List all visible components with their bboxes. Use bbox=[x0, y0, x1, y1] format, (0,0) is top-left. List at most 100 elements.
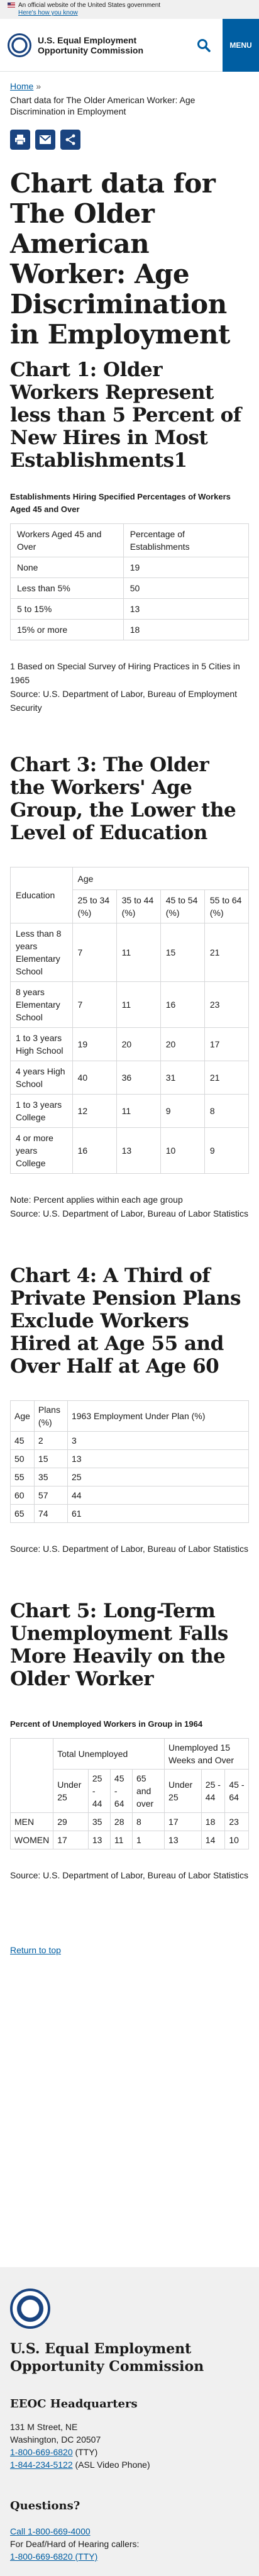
chart3-note: Note: Percent applies within each age gr… bbox=[10, 1195, 183, 1205]
chart1-table: Workers Aged 45 and Over Percentage of Es… bbox=[10, 523, 250, 640]
table-header-cell: Age bbox=[72, 867, 250, 890]
table-cell: 19 bbox=[72, 1027, 117, 1061]
chart1-heading: Chart 1: Older Workers Represent less th… bbox=[10, 359, 241, 472]
table-cell: 15 bbox=[33, 1449, 68, 1468]
table-cell: 5 to 15% bbox=[10, 598, 124, 620]
chart1-section: Chart 1: Older Workers Represent less th… bbox=[10, 359, 250, 715]
table-cell: 15% or more bbox=[10, 619, 124, 640]
table-cell: 44 bbox=[67, 1486, 250, 1505]
heres-how-link[interactable]: Here's how you know bbox=[18, 9, 78, 16]
table-cell: 4 or more years College bbox=[10, 1127, 73, 1174]
print-icon bbox=[15, 135, 25, 145]
table-row: 5 to 15% 13 bbox=[10, 598, 250, 620]
table-cell: None bbox=[10, 557, 124, 578]
deaf-phone-link[interactable]: 1-800-669-6820 (TTY) bbox=[10, 2551, 98, 2562]
phone-suffix: (TTY) bbox=[72, 2447, 98, 2457]
table-header-cell: 35 to 44 (%) bbox=[116, 889, 161, 923]
chart3-section: Chart 3: The Older the Workers' Age Grou… bbox=[10, 754, 250, 1220]
table-cell: 8 bbox=[131, 1812, 165, 1831]
return-to-top-link[interactable]: Return to top bbox=[10, 1945, 61, 1955]
table-cell: 40 bbox=[72, 1061, 117, 1095]
table-row: 8 years Elementary School 7 11 16 23 bbox=[10, 981, 250, 1028]
table-header-cell: Plans (%) bbox=[33, 1400, 68, 1432]
table-cell: 1 to 3 years High School bbox=[10, 1027, 73, 1061]
table-cell: 13 bbox=[164, 1831, 202, 1849]
table-cell: 13 bbox=[67, 1449, 250, 1468]
search-button[interactable] bbox=[185, 19, 223, 72]
menu-button[interactable]: MENU bbox=[223, 18, 259, 72]
table-row: Less than 5% 50 bbox=[10, 577, 250, 599]
table-header-cell: Under 25 bbox=[53, 1769, 89, 1813]
chart4-table: Age Plans (%) 1963 Employment Under Plan (… bbox=[10, 1400, 250, 1523]
breadcrumb: Home» Chart data for The Older American … bbox=[10, 81, 249, 117]
table-cell: 14 bbox=[201, 1831, 226, 1849]
table-cell: 7 bbox=[72, 981, 117, 1028]
table-cell: 1 bbox=[131, 1831, 165, 1849]
table-cell: 19 bbox=[123, 557, 250, 578]
share-button[interactable] bbox=[60, 130, 80, 150]
address-line: 131 M Street, NE bbox=[10, 2422, 78, 2432]
us-flag-icon bbox=[8, 3, 15, 8]
table-header-cell: Under 25 bbox=[164, 1769, 202, 1813]
chart4-source: Source: U.S. Department of Labor, Bureau… bbox=[10, 1544, 248, 1554]
table-cell: 55 bbox=[10, 1468, 35, 1486]
table-cell: 2 bbox=[33, 1431, 68, 1450]
table-row: 65 74 61 bbox=[10, 1504, 250, 1523]
table-cell: Less than 8 years Elementary School bbox=[10, 923, 73, 982]
table-cell: Less than 5% bbox=[10, 577, 124, 599]
table-cell: 12 bbox=[72, 1094, 117, 1128]
breadcrumb-home[interactable]: Home bbox=[10, 81, 34, 91]
call-link[interactable]: Call 1-800-669-4000 bbox=[10, 2526, 91, 2536]
table-header-cell: Percentage of Establishments bbox=[123, 523, 250, 557]
chart3-heading: Chart 3: The Older the Workers' Age Grou… bbox=[10, 754, 236, 844]
table-header-cell: 65 and over bbox=[131, 1769, 165, 1813]
table-cell: 21 bbox=[204, 923, 250, 982]
table-cell: 16 bbox=[160, 981, 205, 1028]
address-line: Washington, DC 20507 bbox=[10, 2434, 101, 2445]
table-cell: 10 bbox=[224, 1831, 249, 1849]
print-button[interactable] bbox=[10, 130, 30, 150]
footer-address: 131 M Street, NE Washington, DC 20507 1-… bbox=[10, 2421, 249, 2471]
eeoc-seal-icon[interactable] bbox=[8, 33, 31, 57]
asl-phone-link[interactable]: 1-844-234-5122 bbox=[10, 2460, 73, 2470]
agency-name[interactable]: U.S. Equal Employment Opportunity Commis… bbox=[38, 35, 143, 55]
table-header-row: Workers Aged 45 and Over Percentage of Es… bbox=[10, 523, 250, 557]
table-cell: 9 bbox=[160, 1094, 205, 1128]
table-header-cell: 55 to 64 (%) bbox=[204, 889, 250, 923]
table-row: 4 years High School 40 36 31 21 bbox=[10, 1061, 250, 1095]
table-cell: 35 bbox=[87, 1812, 111, 1831]
chart1-footnote: 1 Based on Special Survey of Hiring Prac… bbox=[10, 661, 240, 685]
chart5-section: Chart 5: Long-Term Unemployment Falls Mo… bbox=[9, 1600, 249, 1882]
chart5-caption: Percent of Unemployed Workers in Group i… bbox=[10, 1719, 203, 1729]
table-header-row: Total Unemployed Unemployed 15 Weeks and … bbox=[9, 1738, 249, 1813]
table-cell: MEN bbox=[9, 1812, 54, 1831]
table-cell: 65 bbox=[10, 1504, 35, 1523]
table-header-cell: Total Unemployed bbox=[53, 1738, 165, 1770]
table-row: 50 15 13 bbox=[10, 1449, 250, 1468]
table-cell: 4 years High School bbox=[10, 1061, 73, 1095]
table-row: 1 to 3 years College 12 11 9 8 bbox=[10, 1094, 250, 1128]
table-cell: 17 bbox=[53, 1831, 89, 1849]
table-header-row: Age Plans (%) 1963 Employment Under Plan (… bbox=[10, 1400, 250, 1432]
table-header-cell: 45 to 54 (%) bbox=[160, 889, 205, 923]
table-header-cell: 45 - 64 bbox=[224, 1769, 249, 1813]
table-cell: 18 bbox=[201, 1812, 226, 1831]
page-title: Chart data for The Older American Worker… bbox=[10, 168, 230, 350]
chart5-source: Source: U.S. Department of Labor, Bureau… bbox=[10, 1870, 248, 1880]
table-header-row: Under 25 25 - 44 45 - 64 65 and over Und… bbox=[11, 1769, 249, 1813]
email-icon bbox=[40, 135, 51, 144]
email-button[interactable] bbox=[35, 130, 55, 150]
chart5-heading: Chart 5: Long-Term Unemployment Falls Mo… bbox=[10, 1600, 228, 1690]
table-row: 60 57 44 bbox=[10, 1486, 250, 1505]
search-icon bbox=[197, 38, 211, 52]
table-row: 15% or more 18 bbox=[10, 619, 250, 640]
table-cell: 74 bbox=[33, 1504, 68, 1523]
table-cell: 18 bbox=[123, 619, 250, 640]
table-header-cell: Age bbox=[10, 1400, 35, 1432]
table-row: Less than 8 years Elementary School 7 11 15… bbox=[10, 923, 250, 982]
table-cell: 21 bbox=[204, 1061, 250, 1095]
tty-phone-link[interactable]: 1-800-669-6820 bbox=[10, 2447, 73, 2457]
table-cell: 8 bbox=[204, 1094, 250, 1128]
table-cell: 31 bbox=[160, 1061, 205, 1095]
table-header-row: 25 to 34 (%) 35 to 44 (%) 45 to 54 (%) 5… bbox=[11, 889, 250, 923]
